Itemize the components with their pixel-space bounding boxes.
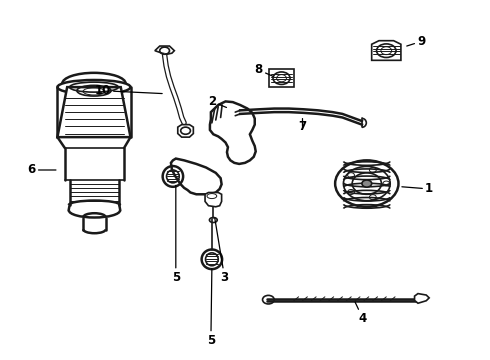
Text: 2: 2 <box>208 95 226 108</box>
Text: 3: 3 <box>215 218 229 284</box>
Polygon shape <box>415 294 429 303</box>
Text: 6: 6 <box>27 163 56 176</box>
Polygon shape <box>210 102 256 164</box>
Text: 5: 5 <box>172 185 180 284</box>
Polygon shape <box>155 46 174 54</box>
Text: 10: 10 <box>95 84 162 97</box>
Text: 9: 9 <box>407 35 425 48</box>
Polygon shape <box>270 69 294 87</box>
Circle shape <box>362 180 372 187</box>
Text: 1: 1 <box>402 183 433 195</box>
Text: 7: 7 <box>298 118 307 133</box>
Ellipse shape <box>57 80 130 94</box>
Polygon shape <box>178 125 194 137</box>
Polygon shape <box>372 41 401 60</box>
Text: 5: 5 <box>207 269 215 347</box>
Text: 8: 8 <box>254 63 273 76</box>
Polygon shape <box>205 193 221 207</box>
Text: 4: 4 <box>355 302 367 325</box>
Polygon shape <box>171 158 221 194</box>
Polygon shape <box>57 87 130 137</box>
